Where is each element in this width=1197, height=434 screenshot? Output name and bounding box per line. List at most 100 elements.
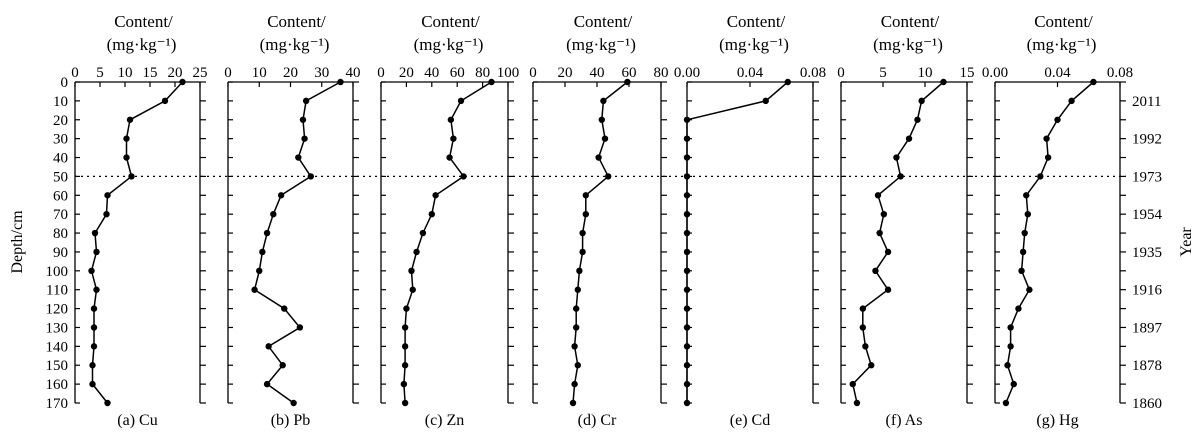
data-point [868,362,875,369]
depth-tick-label: 140 [46,339,69,355]
x-tick-label: 0 [377,65,385,81]
data-point [683,210,691,218]
data-point [446,154,453,161]
data-point [256,267,263,275]
panel-caption: (d) Cr [578,412,617,429]
panel-header-line1: Content/ [421,12,480,31]
data-point [123,135,130,142]
depth-tick-label: 30 [53,132,68,148]
data-point [413,248,420,256]
data-point [683,324,691,331]
data-point [601,135,609,142]
data-point [263,380,271,388]
data-point [571,380,578,388]
year-tick-label: 1897 [1132,320,1163,336]
x-tick-label: 0 [71,65,79,81]
panel-header-line2: (mg·kg⁻¹) [873,35,943,54]
data-point [849,380,856,388]
data-point [179,78,186,86]
x-tick-label: 80 [475,65,490,81]
x-tick-label: 60 [450,65,465,81]
data-point [862,343,869,350]
data-point [784,78,791,86]
depth-tick-label: 50 [53,169,68,185]
panel-header-line1: Content/ [574,12,633,31]
data-point [103,210,110,218]
panel-4: 0 20 40 60 80 Content/ (mg·kg⁻¹) (d) Cr [529,12,668,429]
depth-tick-label: 90 [53,245,68,261]
panel-header-line2: (mg·kg⁻¹) [566,35,636,54]
data-point [683,380,691,388]
year-axis-title: Year [1178,227,1195,257]
x-tick-label: 0 [224,65,232,81]
x-tick-label: 10 [252,65,267,81]
data-point [126,116,134,123]
data-point [918,97,925,105]
data-point [576,267,583,275]
x-tick-label: 10 [118,65,133,81]
data-point [884,248,892,256]
panel-caption: (a) Cu [117,412,157,429]
panel-7: 0.00 0.04 0.08 Content/ (mg·kg⁻¹) (g) Hg [982,12,1133,429]
panel-caption: (g) Hg [1036,412,1078,429]
x-tick-label: 60 [622,65,637,81]
data-point [409,286,416,293]
x-tick-label: 25 [193,65,208,81]
depth-tick-label: 170 [46,396,69,412]
panel-caption: (c) Zn [425,412,465,429]
data-point [1090,78,1097,86]
x-tick-label: 0.00 [982,65,1008,81]
data-point [683,229,691,237]
depth-tick-label: 70 [53,207,68,223]
data-point [569,399,577,407]
x-tick-label: 0.00 [674,65,700,81]
data-point [91,229,99,237]
x-tick-label: 20 [558,65,573,81]
data-point [683,154,691,161]
data-point [1007,324,1014,331]
data-point [279,362,286,369]
data-point [1068,97,1075,105]
data-point [573,324,580,331]
panel-caption: (e) Cd [730,412,770,429]
x-tick-label: 40 [346,65,361,81]
data-point [940,78,947,86]
data-point [290,399,297,407]
data-point [408,267,415,275]
data-point [1019,248,1027,256]
data-point [457,97,465,105]
data-point [859,324,867,331]
data-point [447,116,455,123]
year-tick-label: 1954 [1132,207,1163,223]
panel-header-line2: (mg·kg⁻¹) [414,35,484,54]
data-point [1026,286,1033,293]
data-point [251,286,258,293]
x-tick-label: 0 [529,65,537,81]
depth-tick-label: 40 [53,151,68,167]
data-point [582,210,589,218]
data-point [265,343,272,350]
year-tick-label: 1860 [1132,396,1162,412]
data-point [880,210,888,218]
year-tick-label: 1878 [1132,358,1162,374]
series-line [851,81,944,404]
data-point [876,229,883,237]
series-line [686,81,789,403]
data-point [301,135,308,142]
data-point [89,362,96,369]
data-point [296,324,304,331]
data-point [432,192,439,199]
data-point [1007,343,1014,350]
panel-header-line2: (mg·kg⁻¹) [719,35,789,54]
x-tick-label: 0.04 [1044,65,1071,81]
series-line [1005,81,1094,404]
depth-tick-label: 80 [53,226,68,242]
data-point [123,154,130,161]
data-point [605,173,612,180]
data-point [574,362,581,369]
x-tick-label: 80 [654,65,669,81]
depth-tick-label: 60 [53,188,68,204]
data-point [401,399,409,407]
x-tick-label: 15 [143,65,158,81]
panel-header-line2: (mg·kg⁻¹) [1027,35,1097,54]
